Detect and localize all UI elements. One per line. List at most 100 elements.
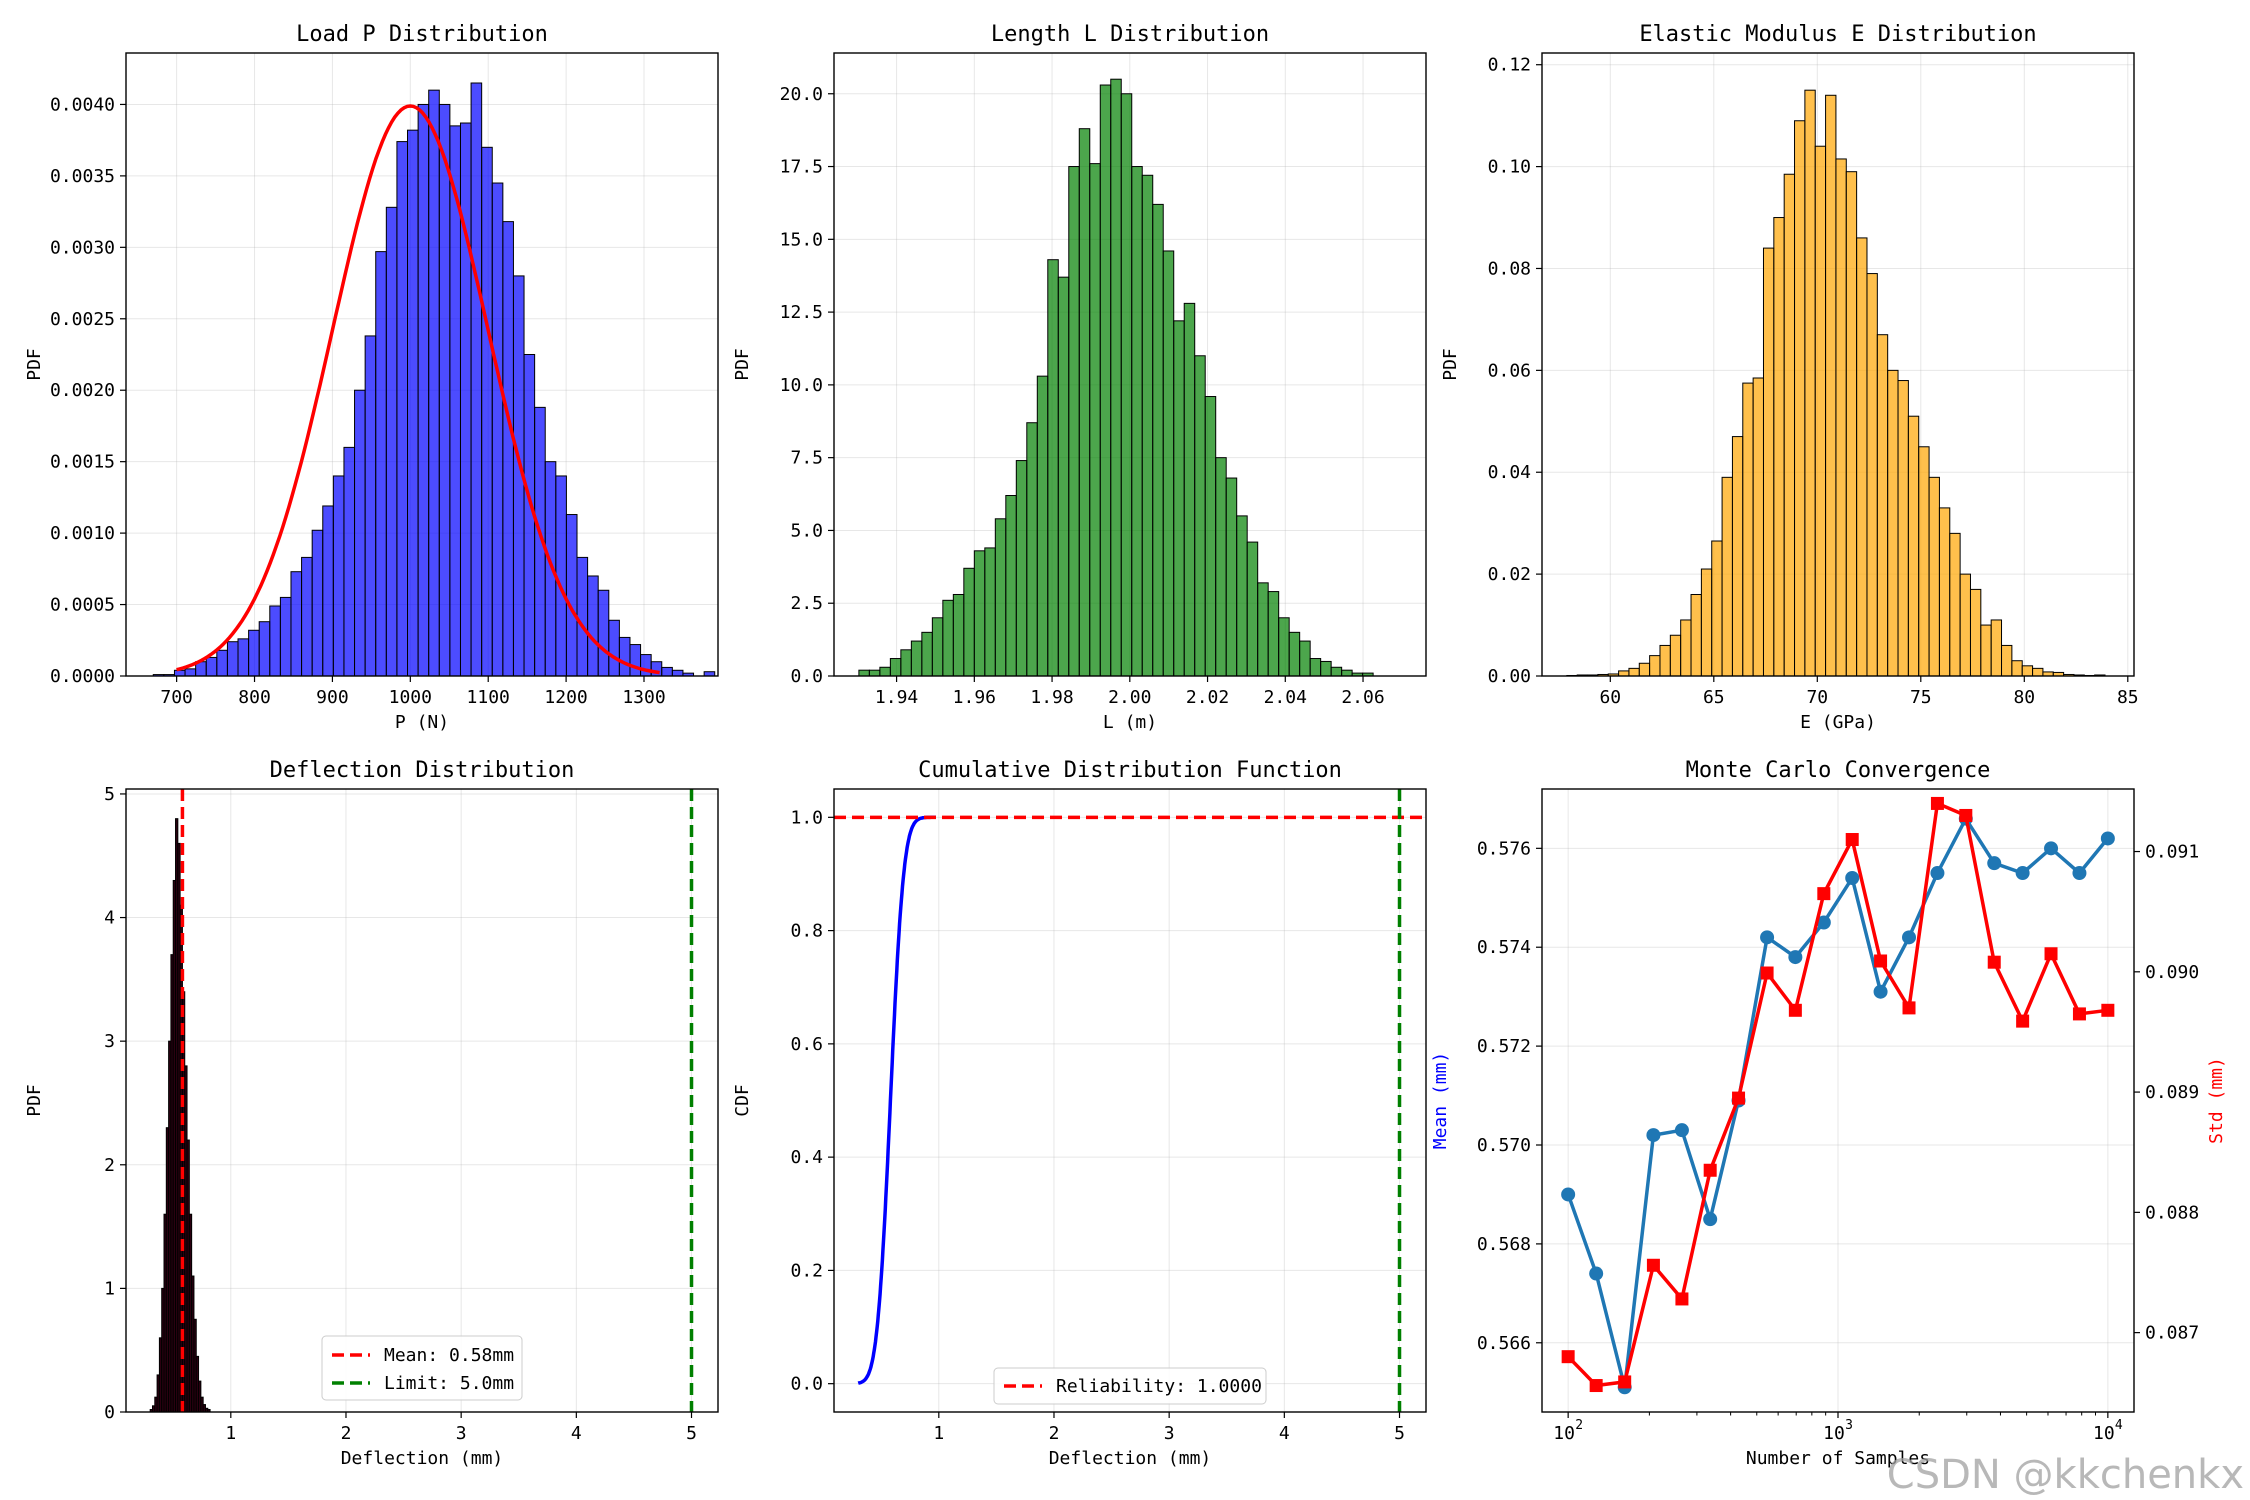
histogram-bar (396, 141, 409, 677)
histogram-bar (1618, 670, 1630, 677)
x-axis-label: E (GPa) (1800, 712, 1876, 733)
histogram-bar (1131, 166, 1143, 677)
histogram-bar (428, 89, 440, 677)
histogram-bar (1825, 94, 1837, 677)
subplot-load-distribution: 700 800 900 1000 1100 1200 1300 0.0000 0.0005 0.0… (24, 22, 719, 733)
histogram-bar (1638, 662, 1651, 677)
y-axis-label: Mean (mm) (1430, 1052, 1451, 1150)
mean-point (2100, 831, 2115, 846)
histogram-bar (1047, 259, 1059, 677)
x-tick-label: 1.96 (953, 687, 996, 708)
histogram-bar (608, 619, 620, 677)
legend-label: Reliability: 1.0000 (1056, 1376, 1262, 1397)
histogram-bar (858, 669, 870, 677)
y-tick-label: 0.0 (790, 666, 823, 687)
y-tick-label: 0.12 (1488, 55, 1531, 76)
y-tick-label: 0.0000 (50, 666, 115, 687)
histogram-bar (491, 182, 504, 677)
x-axis-label: P (N) (395, 712, 449, 733)
histogram-bar (1742, 382, 1754, 677)
histogram-bar (1783, 173, 1796, 677)
histogram-bar (1330, 666, 1343, 677)
histogram-bar (470, 82, 483, 677)
x-tick-label: 85 (2117, 687, 2139, 708)
histogram-bar (1680, 619, 1692, 677)
y2-tick-label: 0.088 (2145, 1202, 2199, 1223)
histogram-bar (1876, 334, 1889, 677)
mean-point (1873, 984, 1888, 999)
histogram-bar (1120, 93, 1133, 677)
x-tick-exponent: 4 (2115, 1418, 2123, 1433)
std-point (1817, 887, 1831, 901)
std-point (1874, 954, 1888, 968)
chart-title: Monte Carlo Convergence (1686, 758, 1991, 783)
axes-frame (833, 52, 1427, 677)
histogram-bar (1068, 166, 1080, 677)
mean-point (2044, 841, 2059, 856)
y-tick-label: 0.0 (790, 1374, 823, 1395)
histogram-bar (1099, 84, 1112, 677)
x-tick-label: 2 (341, 1423, 352, 1444)
y-tick-label: 3 (104, 1031, 115, 1052)
chart-title: Length L Distribution (991, 22, 1269, 47)
x-tick-label: 5 (1394, 1423, 1405, 1444)
y-axis-label: PDF (24, 1084, 45, 1117)
histogram-bar (576, 556, 589, 677)
histogram-bar (438, 103, 451, 677)
x-axis-label: Deflection (mm) (1049, 1448, 1212, 1469)
histogram-bar (205, 656, 218, 677)
cdf-curve (857, 815, 936, 1385)
x-tick-label: 1100 (467, 687, 510, 708)
y-tick-label: 0.568 (1477, 1234, 1531, 1255)
x-tick-label: 1300 (622, 687, 665, 708)
subplot-deflection-distribution: 1 2 3 4 5 0 1 2 3 4 5 Deflection Distribution Deflec… (24, 758, 719, 1469)
x-axis-label: Deflection (mm) (341, 1448, 504, 1469)
mean-point (2072, 866, 2087, 881)
y-tick-label: 17.5 (780, 157, 823, 178)
x-tick-label: 2 (1049, 1423, 1060, 1444)
histogram-bar (1794, 120, 1806, 677)
mean-point (1902, 930, 1917, 945)
axes-frame (1541, 788, 2135, 1413)
y-axis-label: PDF (732, 348, 753, 381)
histogram-bar (173, 669, 186, 677)
x-tick-exponent: 3 (1845, 1418, 1853, 1433)
legend-label: Mean: 0.58mm (384, 1345, 514, 1366)
y-tick-label: 0.566 (1477, 1333, 1531, 1354)
x-tick-exponent: 2 (1575, 1418, 1583, 1433)
mean-point (1561, 1187, 1576, 1202)
histogram-bar (1309, 658, 1322, 677)
y-tick-label: 15.0 (780, 229, 823, 250)
x-tick-label: 3 (1164, 1423, 1175, 1444)
histogram-bar (1141, 174, 1154, 677)
histogram-bar (1897, 380, 1909, 677)
mean-point (1674, 1123, 1689, 1138)
x-tick-label: 1200 (544, 687, 587, 708)
histogram-bar (481, 146, 493, 677)
y-axis-label: CDF (732, 1084, 753, 1117)
mean-point (1646, 1128, 1661, 1143)
y-tick-label: 1 (104, 1278, 115, 1299)
legend-frame (993, 1367, 1267, 1405)
histogram-bar (1628, 667, 1640, 677)
histogram-bar (1036, 375, 1049, 677)
histogram-bar (1152, 203, 1164, 677)
histogram-bar (364, 335, 377, 677)
subplot-length-distribution: 1.94 1.96 1.98 2.00 2.02 2.04 2.06 0.0 2.5 5.0 7.5… (732, 22, 1427, 733)
y-tick-label: 12.5 (780, 302, 823, 323)
subplot-modulus-distribution: 60 65 70 75 80 85 0.00 0.02 0.04 0.06 0.08 0.10 0.12… (1440, 22, 2139, 733)
axes-frame (1541, 52, 2135, 677)
mean-point (1845, 871, 1860, 885)
y-tick-label: 0.0005 (50, 595, 115, 616)
histogram-bar (1938, 507, 1951, 677)
axes-frame (833, 788, 1427, 1413)
histogram-bar (1015, 460, 1028, 677)
histogram-bar (1814, 145, 1827, 677)
y-tick-label: 0.0040 (50, 94, 115, 115)
y-tick-label: 7.5 (790, 448, 823, 469)
histogram-bar (879, 666, 891, 677)
histogram-bar (994, 518, 1007, 677)
legend: Mean: 0.58mm Limit: 5.0mm (321, 1335, 523, 1401)
histogram-bar (459, 122, 472, 677)
histogram-bar (1887, 369, 1899, 677)
